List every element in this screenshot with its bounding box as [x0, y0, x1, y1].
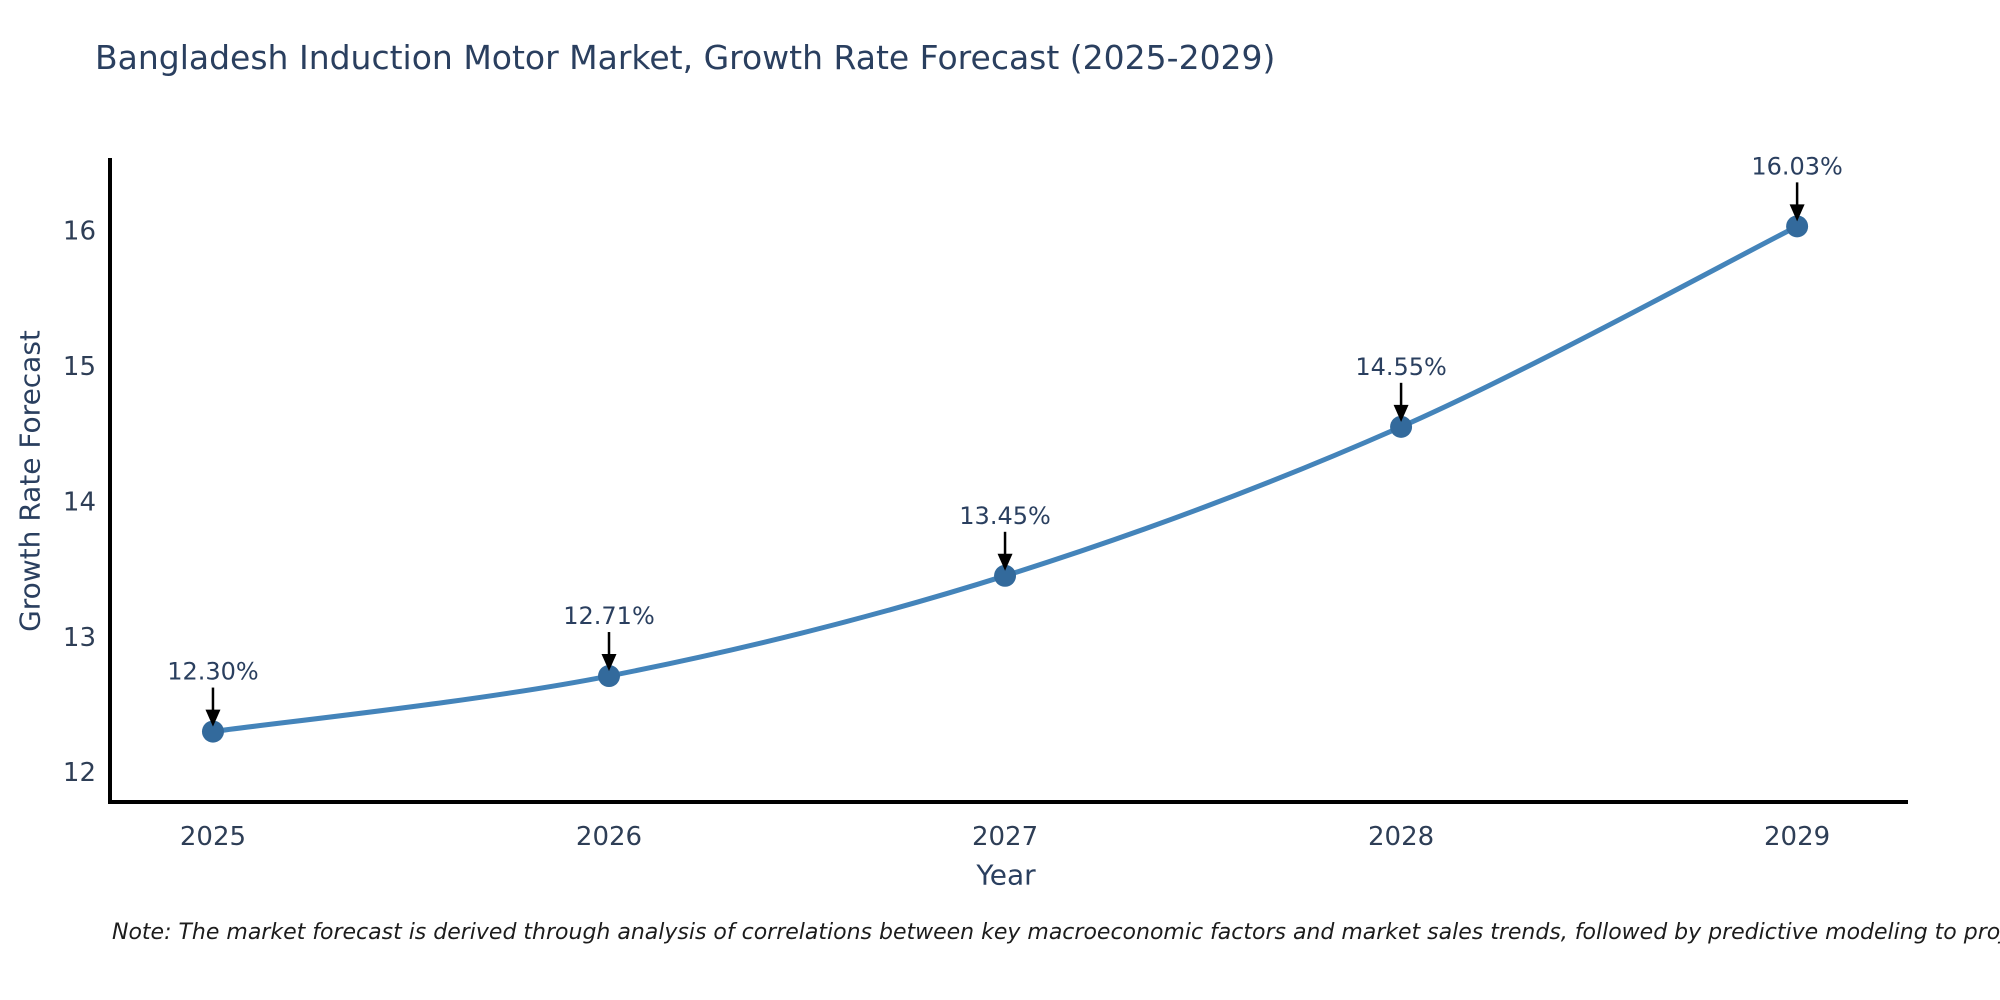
- annotation-arrowhead-icon: [1789, 204, 1805, 222]
- point-annotation: 12.30%: [167, 658, 259, 727]
- point-annotation: 14.55%: [1355, 353, 1447, 422]
- annotation-label: 12.30%: [167, 658, 259, 686]
- annotation-arrowhead-icon: [205, 709, 221, 727]
- x-axis-tick-labels: 2025 2026 2027 2028 2029: [180, 822, 1830, 852]
- x-tick-label: 2028: [1368, 822, 1434, 852]
- annotation-label: 12.71%: [563, 602, 655, 630]
- x-tick-label: 2025: [180, 822, 246, 852]
- data-point-marker: [201, 720, 224, 743]
- point-annotation: 16.03%: [1751, 152, 1843, 222]
- annotation-label: 14.55%: [1355, 353, 1447, 381]
- y-tick-label: 14: [63, 487, 96, 517]
- x-axis-title: Year: [976, 858, 1036, 892]
- chart-title: Bangladesh Induction Motor Market, Growt…: [95, 38, 1276, 77]
- y-tick-label: 12: [63, 758, 96, 788]
- annotation-label: 16.03%: [1751, 152, 1843, 180]
- series-line: [210, 223, 1800, 735]
- annotation-label: 13.45%: [959, 502, 1051, 530]
- data-point-marker: [1786, 215, 1809, 238]
- point-annotation: 12.71%: [563, 602, 655, 672]
- annotation-arrowhead-icon: [1393, 404, 1409, 422]
- annotation-arrowhead-icon: [997, 553, 1013, 571]
- data-point-marker: [598, 665, 621, 688]
- annotation-arrowhead-icon: [601, 654, 617, 672]
- x-tick-label: 2027: [972, 822, 1038, 852]
- data-point-marker: [1390, 415, 1413, 438]
- point-annotations: 12.30% 12.71% 13.45% 14.55% 16.03%: [167, 152, 1843, 727]
- point-annotation: 13.45%: [959, 502, 1051, 571]
- x-tick-label: 2026: [576, 822, 642, 852]
- y-tick-label: 16: [63, 216, 96, 246]
- y-axis-tick-labels: 12 13 14 15 16: [63, 216, 96, 788]
- y-tick-label: 13: [63, 623, 96, 653]
- data-point-marker: [994, 564, 1017, 587]
- x-tick-label: 2029: [1764, 822, 1830, 852]
- chart-footnote: Note: The market forecast is derived thr…: [112, 920, 2000, 945]
- series-markers: [201, 215, 1809, 743]
- y-tick-label: 15: [63, 352, 96, 382]
